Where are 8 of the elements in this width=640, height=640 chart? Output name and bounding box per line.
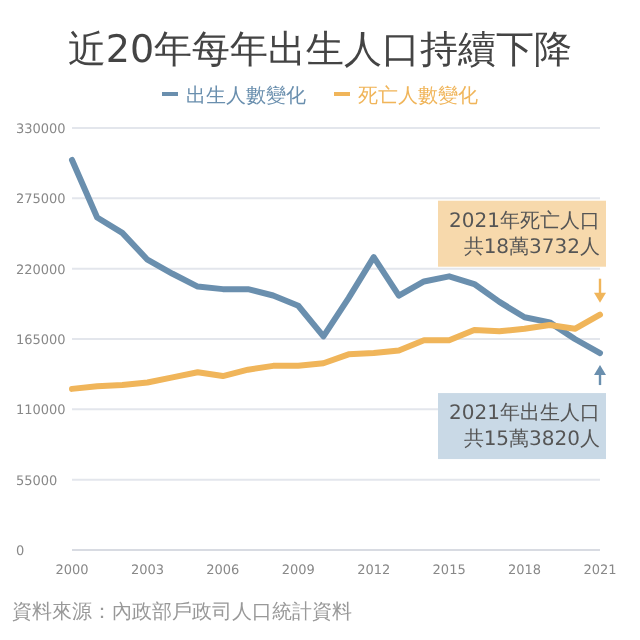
legend-label: 死亡人數變化 [358,84,478,108]
legend-label: 出生人數變化 [186,84,306,108]
annotation: 2021年死亡人口共18萬3732人 [449,208,600,259]
source-note: 資料來源：內政部戶政司人口統計資料 [12,600,352,624]
annotation: 2021年出生人口共15萬3820人 [449,401,600,452]
chart-title: 近20年每年出生人口持續下降 [67,28,573,72]
line-series [69,156,603,357]
line-series [69,311,603,392]
